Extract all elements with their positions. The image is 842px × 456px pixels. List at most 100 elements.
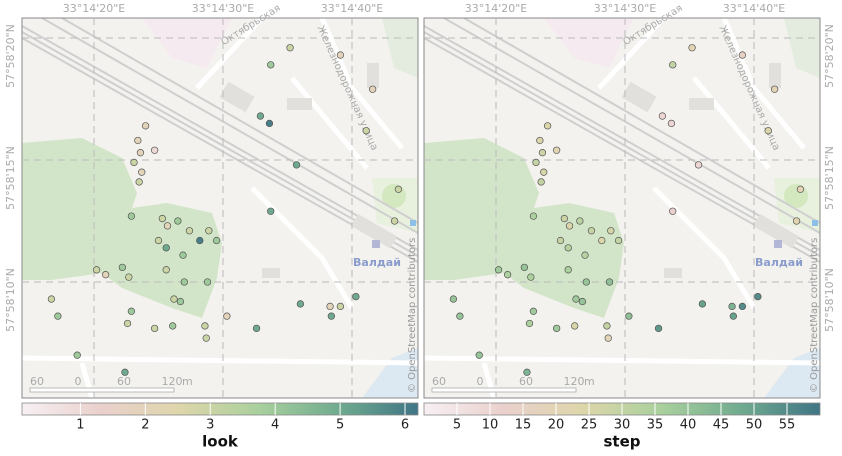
data-point [523, 368, 531, 376]
colorbar-label: 55 [779, 418, 796, 433]
lat-label: 57°58'10"N [823, 268, 836, 332]
data-point [179, 251, 187, 259]
data-point [92, 266, 101, 274]
colorbar-label: 1 [76, 418, 84, 433]
place-label: Валдай [755, 256, 803, 269]
data-point [150, 324, 159, 333]
data-point [754, 292, 762, 301]
data-point [538, 149, 547, 157]
colorbar-label: 2 [141, 418, 149, 433]
data-point [456, 312, 464, 320]
data-point [223, 312, 231, 320]
basemap [22, 18, 418, 398]
data-point [390, 217, 399, 225]
data-point [150, 146, 159, 154]
data-point [127, 307, 136, 315]
data-point [770, 85, 779, 93]
data-point [729, 312, 738, 320]
place-label: Валдай [353, 256, 401, 269]
data-point [503, 271, 512, 279]
data-point [158, 214, 167, 223]
map-panel: 33°14'20"E 33°14'30"E 33°14'40"E 57°58'20"N… [4, 2, 419, 399]
data-point [556, 236, 565, 245]
colorbar [21, 402, 419, 416]
data-point [572, 295, 580, 303]
data-point [286, 44, 294, 52]
data-point [560, 214, 569, 223]
data-point [564, 266, 572, 274]
data-point [582, 278, 590, 286]
data-point [185, 227, 194, 235]
data-point [614, 236, 623, 245]
data-point [327, 312, 336, 320]
data-point [169, 322, 177, 330]
scale-bar [431, 387, 577, 393]
scale-label: 60 [117, 375, 131, 388]
data-point [604, 334, 612, 342]
data-point [552, 146, 561, 154]
data-point [54, 312, 62, 320]
data-point [212, 236, 221, 245]
lon-label: 33°14'30"E [192, 2, 255, 15]
data-point [170, 295, 178, 303]
lon-label: 33°14'40"E [321, 2, 384, 15]
data-point [796, 185, 805, 193]
data-point [292, 161, 301, 169]
data-point [669, 61, 677, 69]
data-point [581, 251, 589, 259]
lat-label: 57°58'20"N [4, 24, 17, 88]
data-point [571, 322, 579, 330]
data-point [764, 127, 772, 135]
data-point [352, 292, 360, 301]
data-point [201, 322, 209, 330]
basemap [424, 18, 820, 398]
data-point [532, 158, 540, 167]
data-point [598, 236, 606, 245]
data-point [138, 168, 146, 176]
colorbar-label: 40 [680, 418, 697, 433]
scale-label: 120 [564, 375, 585, 388]
scale-label: 60 [519, 375, 533, 388]
data-point [578, 297, 587, 306]
colorbar-label: 3 [206, 418, 214, 433]
data-point [494, 266, 503, 274]
colorbar-label: 45 [713, 418, 730, 433]
attribution: © OpenStreetMap contributors [809, 238, 820, 393]
data-point [529, 307, 538, 315]
colorbar-label: 5 [336, 418, 344, 433]
data-point [520, 263, 529, 272]
data-point [267, 61, 275, 69]
data-point [130, 158, 138, 167]
data-point [296, 300, 305, 308]
data-point [728, 302, 736, 311]
data-point [176, 297, 185, 306]
data-point [543, 122, 552, 130]
scale-label: m [182, 375, 193, 388]
lon-label: 33°14'20"E [63, 2, 126, 15]
data-point [196, 236, 204, 245]
data-point [47, 295, 56, 303]
data-point [101, 271, 110, 279]
colorbar-label: 35 [647, 418, 664, 433]
data-point [362, 127, 370, 135]
colorbar-label: 6 [401, 418, 409, 433]
data-point [694, 161, 703, 169]
data-point [136, 149, 145, 157]
data-point [174, 217, 182, 225]
data-point [154, 236, 163, 245]
scale-label: 60 [432, 375, 446, 388]
data-point [326, 302, 334, 311]
data-point [603, 322, 611, 330]
data-point [587, 227, 596, 235]
data-point [605, 278, 614, 286]
data-point [576, 217, 584, 225]
data-point [135, 178, 143, 186]
data-point [125, 273, 133, 281]
data-point [123, 319, 132, 328]
data-point [449, 295, 458, 303]
colorbar-label: 4 [271, 418, 279, 433]
lat-label: 57°58'15"N [4, 146, 17, 210]
panel-frame [423, 17, 821, 399]
scale-label: 0 [75, 375, 82, 388]
data-point [527, 273, 535, 281]
